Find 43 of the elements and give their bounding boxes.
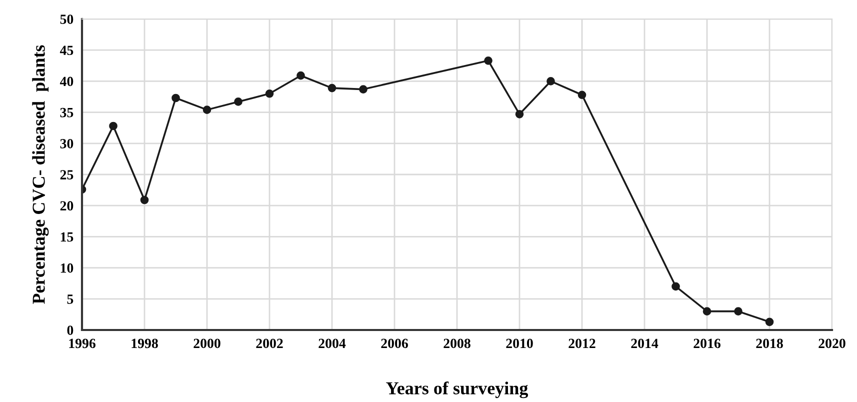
point <box>328 84 336 92</box>
point <box>109 122 118 130</box>
point <box>202 106 212 114</box>
point <box>546 77 555 86</box>
y-tick-label: 25 <box>60 170 74 180</box>
point <box>734 307 742 316</box>
y-tick-label: 0 <box>67 326 74 335</box>
x-tick-label: 1996 <box>69 338 96 348</box>
point <box>172 94 180 102</box>
x-tick-label: 2010 <box>506 338 533 348</box>
y-tick-label: 5 <box>67 294 74 304</box>
point <box>765 318 774 326</box>
point <box>578 90 586 100</box>
y-tick-label: 35 <box>60 108 74 118</box>
x-tick-label: 2020 <box>818 338 846 348</box>
y-tick-label: 20 <box>60 201 74 211</box>
x-tick-label: 2018 <box>756 338 783 348</box>
x-tick-label: 2006 <box>381 338 408 348</box>
point <box>140 196 149 204</box>
y-tick-label: 15 <box>60 232 74 242</box>
x-tick-label: 2004 <box>318 338 346 348</box>
point <box>234 98 242 106</box>
point <box>296 71 305 80</box>
point <box>702 307 712 316</box>
point <box>265 89 274 98</box>
x-tick-label: 2002 <box>256 338 283 348</box>
y-tick-label: 45 <box>60 46 74 56</box>
y-tick-label: 30 <box>60 138 74 148</box>
x-tick-label: 2014 <box>631 338 658 348</box>
y-tick-label: 10 <box>60 263 74 273</box>
y-tick-label: 40 <box>60 76 74 86</box>
x-tick-label: 1998 <box>132 338 158 348</box>
point <box>359 85 368 94</box>
y-tick-label: 50 <box>60 14 74 24</box>
x-tick-label: 2008 <box>444 338 470 348</box>
point <box>672 282 680 291</box>
x-tick-label: 2016 <box>694 338 720 348</box>
x-tick-label: 2012 <box>568 338 596 348</box>
x-tick-label: 2000 <box>194 338 220 348</box>
point <box>515 110 524 118</box>
x-axis-title: Years of surveying <box>386 381 528 398</box>
y-axis-title: Percentage CVC- diseased plants <box>32 45 49 304</box>
point <box>484 56 492 65</box>
